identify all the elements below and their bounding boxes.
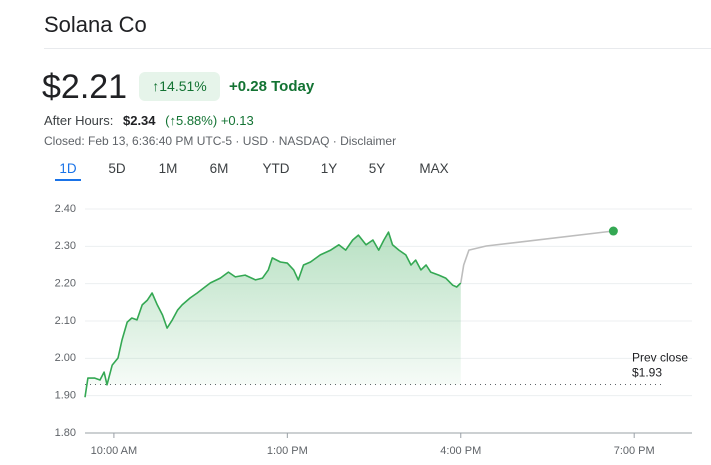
tab[interactable]: 1Y [320,161,338,176]
status: Closed: Feb 13, 6:36:40 PM UTC-5 · USD ·… [44,134,397,148]
y-tick-label: 1.90 [55,390,76,402]
tab[interactable]: YTD [262,161,290,176]
tab[interactable]: 1M [158,161,178,176]
y-tick-label: 2.20 [55,278,76,290]
prev-close-value: $1.93 [632,366,662,380]
y-tick-label: 2.30 [55,240,76,252]
x-tick-label: 7:00 PM [614,445,655,457]
change-badge: ↑14.51% [139,72,220,101]
after-hours: After Hours: $2.34 (↑5.88%) +0.13 [44,113,254,128]
after-hours-price: $2.34 [122,113,156,128]
y-tick-label: 2.10 [55,315,76,327]
after-hours-percent: (↑5.88%) [165,113,218,128]
x-tick-label: 1:00 PM [267,445,308,457]
y-tick-label: 1.80 [55,427,76,439]
y-tick-label: 2.40 [55,203,76,215]
tab[interactable]: 5D [108,161,126,176]
area [85,232,461,398]
title: Solana Co [44,12,147,37]
x-tick-label: 10:00 AM [91,445,137,457]
tab[interactable]: MAX [419,161,449,176]
y-tick-label: 2.00 [55,352,76,364]
after-hours-label: After Hours: [44,113,114,128]
tab[interactable]: 5Y [368,161,386,176]
x-tick-label: 4:00 PM [440,445,481,457]
end-marker [608,226,618,236]
divider [44,48,711,49]
price: $2.21 [42,68,128,106]
after-hours-change: +0.13 [220,113,254,128]
prev-close-label: Prev close [632,351,688,365]
price-line [84,231,462,398]
change-today: +0.28 Today [229,78,315,95]
tab[interactable]: 1D [59,161,77,176]
tab[interactable]: 6M [209,161,229,176]
tab-underline [55,179,81,181]
price-line [460,230,614,284]
